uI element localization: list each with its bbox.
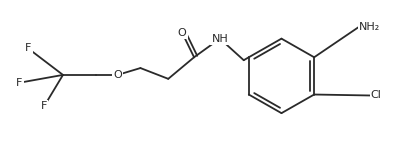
Text: Cl: Cl: [370, 91, 381, 101]
Text: F: F: [16, 78, 22, 88]
Text: NH: NH: [211, 34, 228, 44]
Text: F: F: [25, 43, 31, 53]
Text: F: F: [41, 101, 47, 111]
Text: O: O: [113, 70, 121, 80]
Text: O: O: [178, 28, 186, 38]
Text: NH₂: NH₂: [358, 22, 379, 32]
